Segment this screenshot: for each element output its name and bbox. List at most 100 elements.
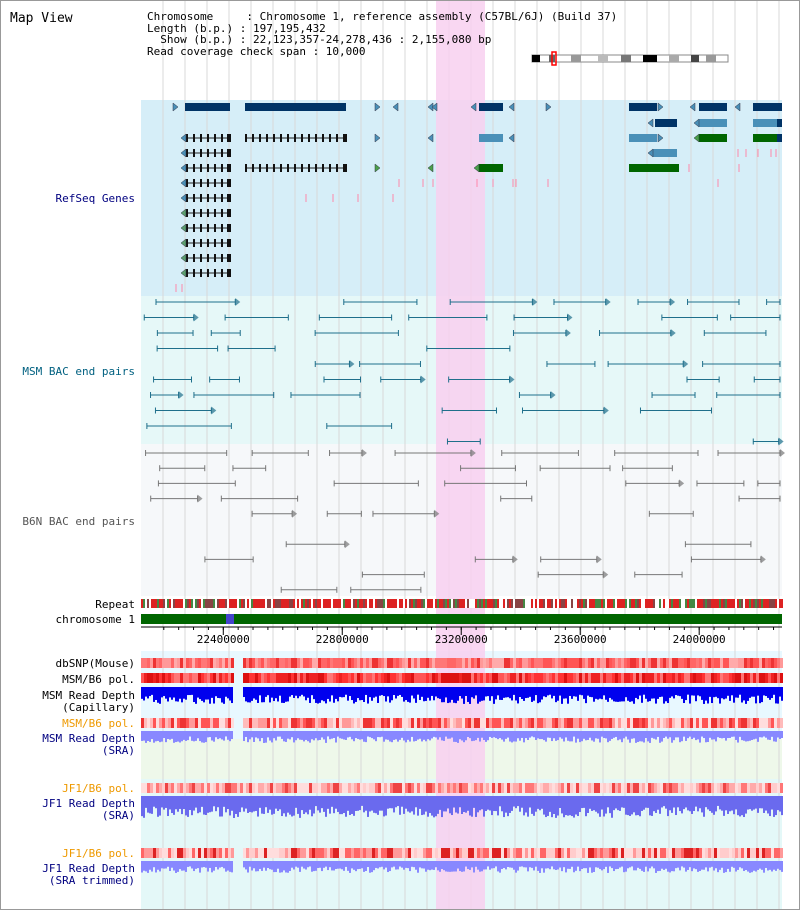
heat-cell bbox=[774, 718, 777, 728]
chromosome-bar[interactable] bbox=[141, 614, 782, 624]
depth-bar bbox=[177, 731, 179, 742]
depth-bar bbox=[647, 687, 649, 702]
depth-bar bbox=[483, 731, 485, 740]
refseq-genes[interactable] bbox=[172, 102, 782, 292]
depth-bar bbox=[187, 687, 189, 696]
depth-bar bbox=[651, 731, 653, 738]
depth-bar bbox=[635, 687, 637, 698]
heat-cell bbox=[261, 658, 264, 668]
repeat-track[interactable] bbox=[141, 599, 783, 608]
depth-bar bbox=[445, 731, 447, 737]
heat-cell bbox=[612, 783, 615, 793]
heat-cell bbox=[336, 848, 339, 858]
depth-bar bbox=[409, 687, 411, 703]
b6n-bac-end-pairs[interactable] bbox=[145, 449, 785, 593]
gene-strand-arrow bbox=[693, 118, 700, 128]
heat-cell bbox=[624, 718, 627, 728]
heat-cell bbox=[375, 848, 378, 858]
heat-cell bbox=[282, 658, 285, 668]
depth-bar bbox=[749, 796, 751, 810]
heat-cell bbox=[435, 658, 438, 668]
depth-bar bbox=[677, 687, 679, 696]
depth-bar bbox=[339, 687, 341, 697]
depth-bar bbox=[647, 861, 649, 872]
depth-bar bbox=[715, 687, 717, 697]
depth-bar bbox=[543, 796, 545, 815]
heat-cell bbox=[684, 783, 687, 793]
depth-bar bbox=[155, 796, 157, 809]
heat-cell bbox=[318, 783, 321, 793]
depth-bar bbox=[513, 861, 515, 870]
depth-bar bbox=[169, 687, 171, 698]
repeat-segment bbox=[449, 599, 451, 608]
heat-cell bbox=[420, 783, 423, 793]
heat-cell bbox=[342, 848, 345, 858]
depth-bar bbox=[289, 796, 291, 815]
depth-bar bbox=[367, 687, 369, 704]
repeat-segment bbox=[239, 599, 241, 608]
heat-cell bbox=[588, 783, 591, 793]
depth-bar bbox=[555, 687, 557, 703]
depth-bar bbox=[365, 731, 367, 743]
depth-bar bbox=[571, 687, 573, 699]
heat-cell bbox=[246, 848, 249, 858]
heat-cell bbox=[348, 783, 351, 793]
read-depth-tracks[interactable] bbox=[141, 687, 783, 873]
depth-bar bbox=[227, 731, 229, 740]
gene-exon bbox=[186, 134, 188, 142]
gene-exon bbox=[329, 164, 331, 172]
heat-cell bbox=[675, 658, 678, 668]
depth-bar bbox=[773, 731, 775, 742]
depth-bar bbox=[391, 687, 393, 701]
gene-strand-arrow bbox=[374, 163, 381, 173]
heat-cell bbox=[684, 658, 687, 668]
repeat-segment bbox=[505, 599, 507, 608]
heat-cell bbox=[546, 658, 549, 668]
heat-cell bbox=[288, 718, 291, 728]
depth-bar bbox=[429, 796, 431, 814]
heat-cell bbox=[615, 658, 618, 668]
show-range-line: Show (b.p.) : 22,123,357-24,278,436 : 2,… bbox=[147, 33, 492, 46]
repeat-segment bbox=[501, 599, 503, 608]
depth-bar bbox=[435, 731, 437, 738]
bac-end-arrow bbox=[193, 313, 199, 322]
depth-bar bbox=[781, 687, 783, 701]
depth-bar bbox=[439, 861, 441, 872]
depth-bar bbox=[145, 731, 147, 743]
variant-heat-tracks[interactable] bbox=[141, 658, 783, 858]
depth-bar bbox=[489, 861, 491, 870]
gene-block bbox=[753, 103, 782, 111]
depth-bar bbox=[613, 731, 615, 738]
depth-bar bbox=[765, 796, 767, 811]
heat-cell bbox=[705, 658, 708, 668]
gene-exon bbox=[280, 134, 282, 142]
depth-bar bbox=[509, 861, 511, 868]
heat-cell bbox=[474, 848, 477, 858]
repeat-segment bbox=[335, 599, 337, 608]
msm-bac-end-pairs[interactable] bbox=[143, 298, 784, 446]
depth-bar bbox=[379, 687, 381, 696]
depth-bar bbox=[515, 861, 517, 873]
depth-bar bbox=[549, 861, 551, 870]
depth-bar bbox=[227, 796, 229, 810]
depth-bar bbox=[641, 687, 643, 703]
depth-bar bbox=[419, 861, 421, 868]
depth-bar bbox=[537, 796, 539, 809]
selection-highlight[interactable] bbox=[436, 1, 485, 909]
chromosome-ideogram[interactable] bbox=[531, 51, 729, 66]
heat-cell bbox=[204, 783, 207, 793]
depth-bar bbox=[757, 796, 759, 813]
repeat-segment bbox=[535, 599, 537, 608]
heat-cell bbox=[618, 673, 621, 683]
depth-bar bbox=[559, 687, 561, 696]
depth-bar bbox=[527, 861, 529, 872]
gene-strand-arrow bbox=[657, 133, 664, 143]
chromosome-info: Chromosome : Chromosome 1, reference ass… bbox=[147, 11, 617, 57]
heat-cell bbox=[558, 718, 561, 728]
heat-cell bbox=[336, 783, 339, 793]
heat-cell bbox=[729, 673, 732, 683]
depth-bar bbox=[245, 861, 247, 870]
depth-bar bbox=[631, 731, 633, 739]
heat-cell bbox=[408, 718, 411, 728]
